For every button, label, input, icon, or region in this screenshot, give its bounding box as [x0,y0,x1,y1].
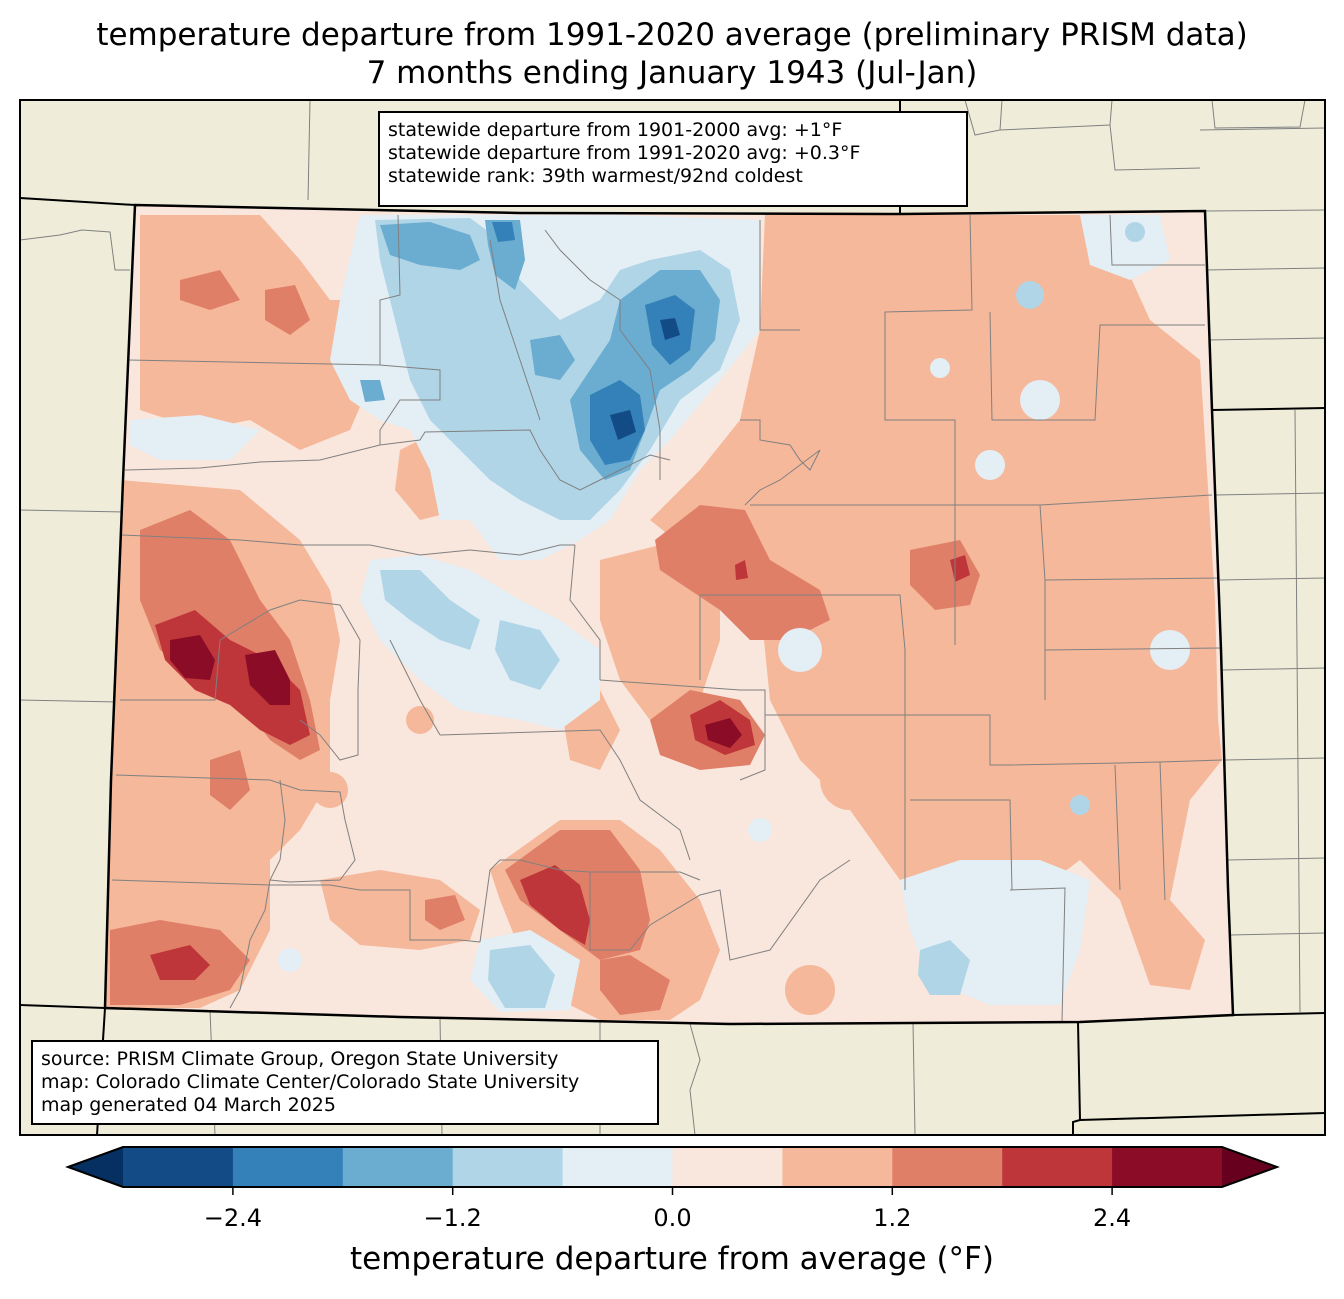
bin-2.4-to-3.0 [170,635,742,748]
bin-minus-2.4-to-minus-1.8 [492,222,695,465]
colorbar-tick-label: −1.2 [423,1204,482,1232]
county-lines [111,214,1223,1023]
colorbar [65,1146,1280,1195]
colorbar-tick-label: −2.4 [203,1204,263,1232]
colorbar-bin-3 [452,1147,564,1187]
colorbar-tick-marks [232,1187,1113,1195]
colorbar-bin-0 [123,1147,234,1187]
colorbar-bin-8 [1002,1147,1113,1187]
colorbar-bin-6 [782,1147,893,1187]
colorbar-under-arrow [68,1147,123,1187]
stats-departure-1901-2000: statewide departure from 1901-2000 avg: … [388,119,843,141]
colorbar-outline [65,1146,1280,1188]
map-title-line2: 7 months ending January 1943 (Jul-Jan) [366,55,978,91]
colorbar-tick-label: 0.0 [653,1204,692,1232]
colorbar-label: temperature departure from average (°F) [350,1241,994,1277]
credits-map: map: Colorado Climate Center/Colorado St… [41,1071,580,1093]
statewide-stats-box: statewide departure from 1901-2000 avg: … [378,111,968,207]
colorbar-bin-5 [672,1147,783,1187]
map-frame [19,99,1326,1136]
colorbar-bin-9 [1112,1147,1223,1187]
temperature-departure-field [105,205,1233,1024]
colorbar-bin-1 [232,1147,344,1187]
credits-generated: map generated 04 March 2025 [41,1094,336,1116]
colorbar-tick-label: 1.2 [873,1204,912,1232]
stats-rank: statewide rank: 39th warmest/92nd coldes… [388,165,803,187]
map-title-line1: temperature departure from 1991-2020 ave… [96,17,1248,53]
colorbar-bin-2 [342,1147,454,1187]
colorbar-tick-label: 2.4 [1093,1204,1132,1232]
colorbar-bin-7 [892,1147,1003,1187]
credits-source: source: PRISM Climate Group, Oregon Stat… [41,1048,559,1070]
colorado-state-border [103,203,1235,1026]
colorbar-bin-4 [562,1147,673,1187]
colorbar-bins [123,1147,1223,1187]
stats-departure-1991-2020: statewide departure from 1991-2020 avg: … [388,142,861,164]
bin-minus-3.0-to-minus-2.4 [610,318,680,440]
colorbar-over-arrow [1222,1147,1277,1187]
credits-box: source: PRISM Climate Group, Oregon Stat… [31,1040,659,1125]
